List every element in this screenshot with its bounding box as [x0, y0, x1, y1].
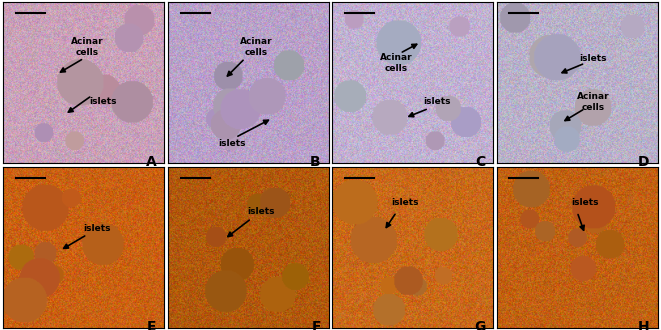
- Text: islets: islets: [391, 198, 418, 207]
- Text: H: H: [638, 320, 650, 330]
- Text: islets: islets: [580, 54, 607, 63]
- Text: Acinar
cells: Acinar cells: [240, 37, 273, 57]
- Text: Acinar
cells: Acinar cells: [380, 53, 413, 73]
- Text: islets: islets: [218, 140, 246, 148]
- Text: islets: islets: [423, 97, 451, 106]
- Text: Acinar
cells: Acinar cells: [71, 37, 103, 57]
- Text: E: E: [147, 320, 157, 330]
- Text: D: D: [638, 155, 650, 169]
- Text: B: B: [310, 155, 321, 169]
- Text: A: A: [145, 155, 157, 169]
- Text: G: G: [474, 320, 485, 330]
- Text: islets: islets: [83, 224, 110, 233]
- Text: C: C: [475, 155, 485, 169]
- Text: Acinar
cells: Acinar cells: [577, 92, 609, 112]
- Text: islets: islets: [571, 198, 599, 207]
- Text: islets: islets: [247, 207, 275, 216]
- Text: F: F: [311, 320, 321, 330]
- Text: islets: islets: [89, 97, 117, 106]
